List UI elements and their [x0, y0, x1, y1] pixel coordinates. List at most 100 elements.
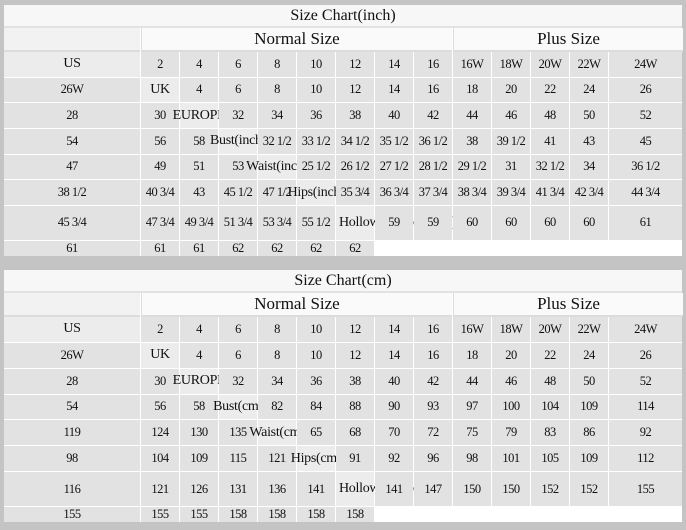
row-label: Bust(inch)	[210, 128, 266, 154]
table-cell: 121	[141, 472, 179, 506]
table-cell: 44	[453, 103, 491, 128]
size-chart-cm: Size Chart(cm) Normal Size Plus Size US 2…	[4, 270, 683, 522]
table-cell: 26W	[4, 77, 140, 103]
table-cell: 24W	[609, 52, 682, 77]
table-cell: 104	[531, 394, 569, 420]
table-cell: 46	[492, 103, 530, 128]
table-cell: 61	[609, 205, 682, 240]
table-cell: 130	[180, 420, 218, 446]
chart-title: Size Chart(inch)	[4, 5, 682, 28]
table-cell: 40	[375, 103, 413, 128]
table-cell: 18W	[492, 52, 530, 77]
table-cell: 38	[336, 368, 374, 394]
table-cell: 96	[414, 446, 452, 471]
table-cell: 45 1/2	[219, 180, 257, 205]
table-cell: 34	[258, 368, 296, 394]
table-cell: 135	[219, 420, 257, 446]
table-cell: 104	[141, 446, 179, 471]
table-cell: 10	[297, 52, 335, 77]
table-cell: 68	[336, 420, 374, 446]
table-cell: 40 3/4	[141, 180, 179, 205]
table-cell: 22	[531, 342, 569, 368]
table-cell: 52	[609, 103, 682, 128]
table-cell: 91	[336, 446, 374, 471]
table-cell: 41	[531, 128, 569, 154]
table-cell: 155	[4, 507, 140, 522]
table-cell: 60	[570, 205, 608, 240]
table-cell: 51	[180, 154, 218, 180]
header-blank	[4, 28, 140, 52]
table-cell: 16	[414, 77, 452, 103]
table-cell: 12	[336, 77, 374, 103]
table-cell: 28 1/2	[414, 154, 452, 180]
table-cell: 18W	[492, 317, 530, 342]
table-cell: 36 1/2	[609, 154, 682, 180]
table-cell: 32	[219, 103, 257, 128]
row-label: Hips(inch)	[288, 180, 345, 205]
table-cell: 24W	[609, 317, 682, 342]
table-cell: 14	[375, 317, 413, 342]
table-cell: 16	[414, 52, 452, 77]
table-cell: 45 3/4	[4, 205, 140, 240]
table-cell: 52	[609, 368, 682, 394]
table-cell: 101	[492, 446, 530, 471]
table-cell: 53 3/4	[258, 205, 296, 240]
header-blank	[4, 293, 140, 317]
table-cell: 158	[297, 507, 335, 522]
table-cell: 18	[453, 77, 491, 103]
table-cell: 98	[4, 446, 140, 471]
table-cell: 141	[375, 472, 413, 506]
table-cell: 10	[297, 317, 335, 342]
table-cell: 45	[609, 128, 682, 154]
table-cell: 4	[180, 52, 218, 77]
table-cell: 92	[609, 420, 682, 446]
table-cell: 8	[258, 317, 296, 342]
table-cell: 90	[375, 394, 413, 420]
table-cell: 152	[570, 472, 608, 506]
table-cell: 34	[258, 103, 296, 128]
table-cell: 12	[336, 317, 374, 342]
table-cell: 141	[297, 472, 335, 506]
table-cell: 62	[219, 240, 257, 256]
table-cell: 16W	[453, 317, 491, 342]
table-cell: 55 1/2	[297, 205, 335, 240]
table-cell: 25 1/2	[297, 154, 335, 180]
table-cell: 70	[375, 420, 413, 446]
table-cell: 115	[219, 446, 257, 471]
row-label: UK	[141, 342, 179, 368]
table-cell: 20	[492, 342, 530, 368]
table-cell: 36 1/2	[414, 128, 452, 154]
table-cell: 84	[297, 394, 335, 420]
table-cell: 26	[609, 342, 682, 368]
table-cell: 28	[4, 103, 140, 128]
table-cell: 62	[336, 240, 374, 256]
table-cell: 79	[492, 420, 530, 446]
table-cell: 8	[258, 52, 296, 77]
table-cell: 16W	[453, 52, 491, 77]
table-cell: 2	[141, 52, 179, 77]
row-label: Hollow to Floor(cm)	[336, 472, 450, 506]
table-cell: 38	[453, 128, 491, 154]
size-table: US 2 4 6 8 10 12 14 16 16W 18W 20W 22W 24W 26W UK 4 6 8 10 1…	[4, 52, 682, 256]
table-cell: 8	[258, 342, 296, 368]
table-cell: 6	[219, 317, 257, 342]
table-cell: 26 1/2	[336, 154, 374, 180]
table-cell: 46	[492, 368, 530, 394]
table-cell: 28	[4, 368, 140, 394]
table-cell: 18	[453, 342, 491, 368]
table-cell: 37 3/4	[414, 180, 452, 205]
normal-size-header: Normal Size	[141, 293, 452, 317]
table-cell: 14	[375, 77, 413, 103]
table-cell: 34 1/2	[336, 128, 374, 154]
table-cell: 32 1/2	[531, 154, 569, 180]
chart-title: Size Chart(cm)	[4, 270, 682, 293]
table-cell: 22	[531, 77, 569, 103]
table-cell: 124	[141, 420, 179, 446]
table-cell: 56	[141, 394, 179, 420]
row-label: Waist(inch)	[246, 154, 308, 180]
table-cell: 58	[180, 128, 218, 154]
table-cell: 152	[531, 472, 569, 506]
table-cell: 51 3/4	[219, 205, 257, 240]
table-cell: 82	[258, 394, 296, 420]
table-cell: 158	[336, 507, 374, 522]
